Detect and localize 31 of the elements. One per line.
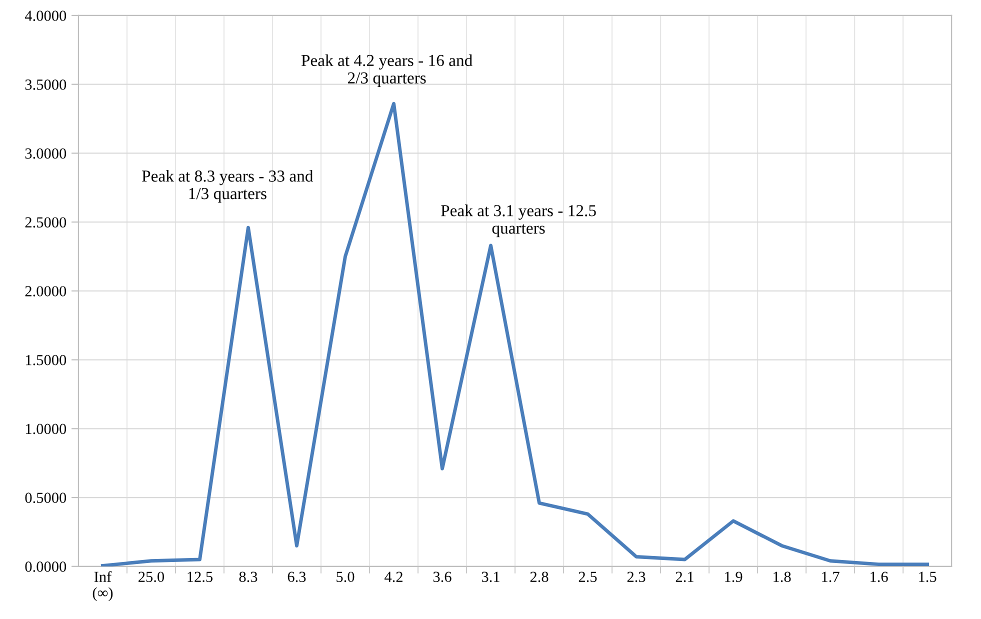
x-tick-label: 1.7 bbox=[822, 572, 840, 582]
y-tick-label: 4.0000 bbox=[24, 10, 66, 21]
x-tick-label: 25.0 bbox=[138, 572, 164, 582]
y-tick-label: 0.5000 bbox=[25, 492, 66, 504]
annotation: Peak at 8.3 years - 33 and 1/3 quarters bbox=[142, 170, 314, 203]
y-tick-label: 2.5000 bbox=[25, 217, 66, 228]
y-tick-label: 3.0000 bbox=[25, 148, 66, 159]
y-tick-label: 2.0000 bbox=[25, 286, 66, 296]
line-series bbox=[100, 102, 930, 566]
x-tick-label: 2.3 bbox=[627, 572, 646, 582]
y-tick-label: 0.0000 bbox=[25, 562, 66, 572]
x-tick-label: 4.2 bbox=[384, 572, 402, 582]
x-tick-label: 3.6 bbox=[433, 572, 452, 582]
y-tick-label: 1.0000 bbox=[26, 424, 66, 434]
x-tick-label: 1.6 bbox=[870, 572, 888, 582]
annotation: Peak at 3.1 years - 12.5 quarters bbox=[441, 204, 596, 238]
x-tick-label: 2.8 bbox=[530, 572, 548, 582]
x-tick-label: 6.3 bbox=[288, 572, 306, 582]
annotation: Peak at 4.2 years - 16 and 2/3 quarters bbox=[301, 54, 472, 87]
x-tick-label: 1.8 bbox=[774, 572, 791, 582]
x-tick-label: 8.3 bbox=[239, 572, 258, 582]
x-tick-label: Inf (∞) bbox=[92, 571, 113, 602]
x-tick-label: 3.1 bbox=[482, 572, 500, 582]
x-tick-label: 2.1 bbox=[676, 572, 694, 582]
x-tick-label: 1.9 bbox=[725, 572, 742, 582]
x-tick-label: 1.5 bbox=[919, 572, 936, 582]
x-tick-label: 5.0 bbox=[336, 572, 354, 582]
x-tick-label: 2.5 bbox=[578, 572, 597, 582]
y-tick-label: 3.5000 bbox=[25, 79, 66, 90]
x-tick-label: 12.5 bbox=[188, 572, 213, 582]
y-tick-label: 1.5000 bbox=[26, 354, 66, 366]
